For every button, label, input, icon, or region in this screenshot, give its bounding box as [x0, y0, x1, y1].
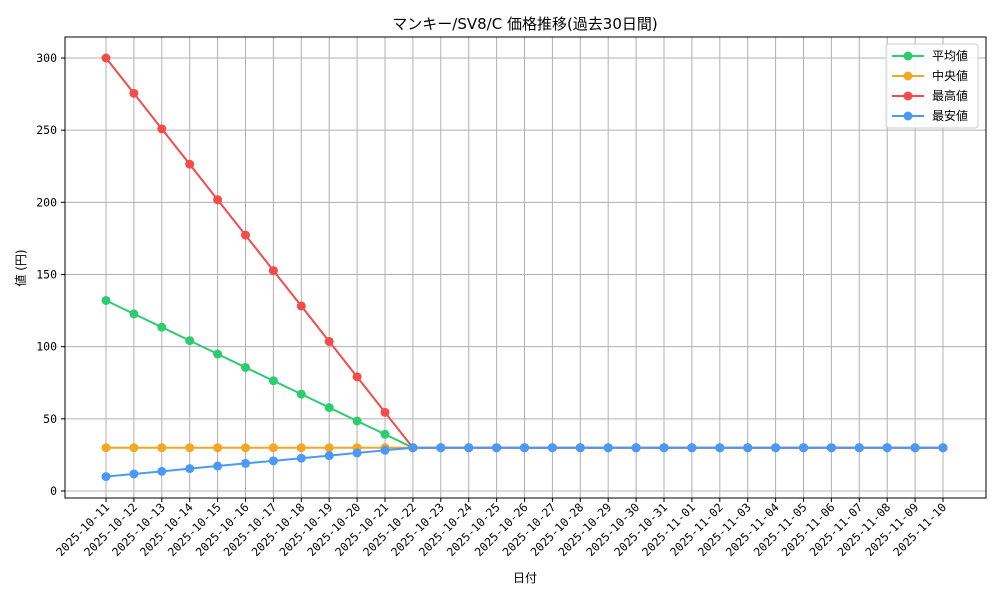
data-point [129, 443, 139, 453]
chart-title: マンキー/SV8/C 価格推移(過去30日間) [392, 15, 657, 33]
data-point [324, 403, 334, 413]
data-point [380, 445, 390, 455]
data-point [910, 443, 920, 453]
data-point [547, 443, 557, 453]
data-point [296, 301, 306, 311]
data-point [687, 443, 697, 453]
y-tick-label: 250 [36, 123, 57, 137]
legend-marker [903, 91, 913, 101]
data-point [854, 443, 864, 453]
x-axis-ticks: 2025-10-112025-10-122025-10-132025-10-14… [53, 498, 949, 559]
data-point [799, 443, 808, 453]
data-point [157, 466, 167, 476]
data-point [213, 461, 223, 471]
legend-label: 最高値 [932, 88, 968, 103]
data-point [771, 443, 781, 453]
legend-label: 中央値 [932, 68, 968, 83]
y-tick-label: 0 [50, 484, 57, 498]
data-point [743, 443, 753, 453]
data-point [268, 376, 278, 386]
data-point [882, 443, 892, 453]
y-tick-label: 200 [36, 195, 57, 209]
series-3 [101, 443, 948, 482]
legend-label: 平均値 [932, 48, 968, 63]
data-point [324, 451, 334, 461]
data-point [129, 469, 139, 479]
data-point [826, 443, 836, 453]
data-point [296, 389, 306, 399]
data-point [101, 472, 111, 482]
data-point [129, 88, 139, 98]
y-axis-ticks: 0 50 100 150 200 250 300 [36, 51, 65, 498]
legend-label: 最安値 [932, 108, 968, 123]
data-point [101, 443, 111, 453]
y-tick-label: 100 [36, 340, 57, 354]
data-point [603, 443, 613, 453]
data-point [631, 443, 641, 453]
data-point [324, 336, 334, 346]
data-point [157, 443, 167, 453]
data-point [185, 464, 195, 474]
data-point [492, 443, 502, 453]
data-point [464, 443, 474, 453]
data-point [296, 443, 306, 453]
data-point [352, 448, 362, 458]
data-point [101, 295, 111, 305]
data-series [101, 53, 948, 482]
data-point [296, 453, 306, 463]
data-point [185, 443, 195, 453]
legend-marker [903, 51, 913, 61]
data-point [715, 443, 725, 453]
data-point [520, 443, 529, 453]
data-point [241, 230, 250, 240]
data-point [352, 416, 362, 426]
y-tick-label: 50 [43, 412, 57, 426]
plot-frame [64, 36, 987, 499]
data-point [268, 456, 278, 466]
data-point [185, 336, 195, 346]
y-axis-label: 値 (円) [13, 249, 28, 286]
data-point [185, 159, 195, 169]
data-point [213, 195, 223, 205]
data-point [380, 429, 390, 439]
data-point [408, 443, 418, 453]
data-point [352, 372, 362, 382]
data-point [129, 309, 139, 319]
data-point [380, 407, 390, 417]
data-point [157, 322, 167, 332]
legend-marker [903, 71, 913, 81]
data-point [268, 443, 278, 453]
legend-box [885, 43, 979, 129]
data-point [241, 362, 250, 372]
data-point [241, 443, 250, 453]
data-point [324, 443, 334, 453]
data-point [213, 443, 223, 453]
x-axis-label: 日付 [513, 571, 537, 585]
y-tick-label: 300 [36, 51, 57, 65]
data-point [213, 349, 223, 359]
data-point [241, 458, 250, 468]
data-point [157, 124, 167, 134]
grid-lines [65, 37, 986, 498]
data-point [268, 266, 278, 276]
data-point [659, 443, 669, 453]
data-point [938, 443, 948, 453]
y-tick-label: 150 [36, 268, 57, 282]
data-point [436, 443, 446, 453]
legend-marker [903, 111, 913, 121]
data-point [101, 53, 111, 63]
data-point [575, 443, 585, 453]
